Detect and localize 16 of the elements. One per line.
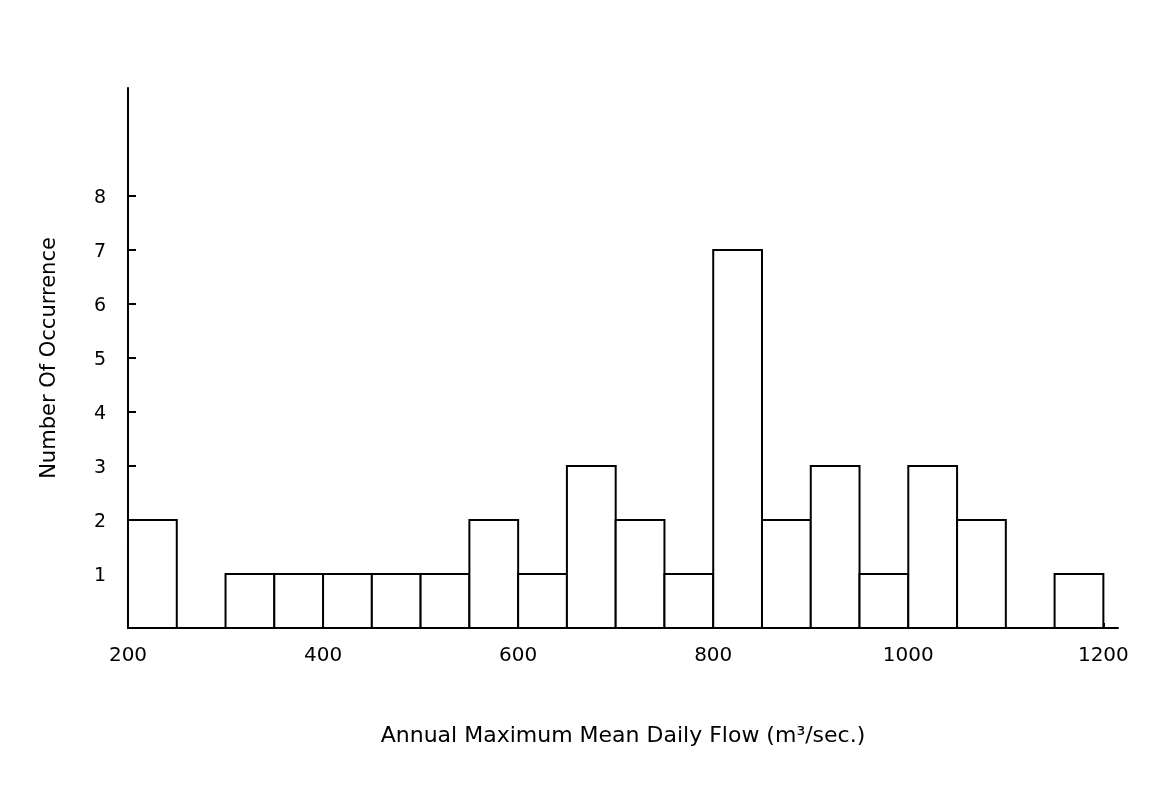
x-tick-label: 1200 [1077, 642, 1129, 666]
y-tick-label: 1 [93, 563, 106, 585]
y-tick-label: 7 [93, 239, 106, 261]
y-tick-label: 3 [93, 455, 106, 477]
x-tick-label: 200 [108, 642, 148, 666]
x-tick-label: 600 [499, 642, 538, 666]
x-axis-title: Annual Maximum Mean Daily Flow (m³/sec.) [380, 721, 866, 747]
x-tick-label: 800 [694, 642, 733, 666]
y-tick-label: 2 [93, 509, 106, 531]
x-tick-label: 1000 [882, 642, 934, 666]
y-tick-label: 5 [93, 347, 106, 369]
y-tick-label: 4 [93, 401, 106, 423]
y-axis-title: Number Of Occurrence [35, 237, 60, 479]
y-tick-label: 6 [93, 293, 106, 315]
y-tick-label: 8 [93, 185, 106, 207]
x-tick-label: 400 [303, 642, 343, 666]
